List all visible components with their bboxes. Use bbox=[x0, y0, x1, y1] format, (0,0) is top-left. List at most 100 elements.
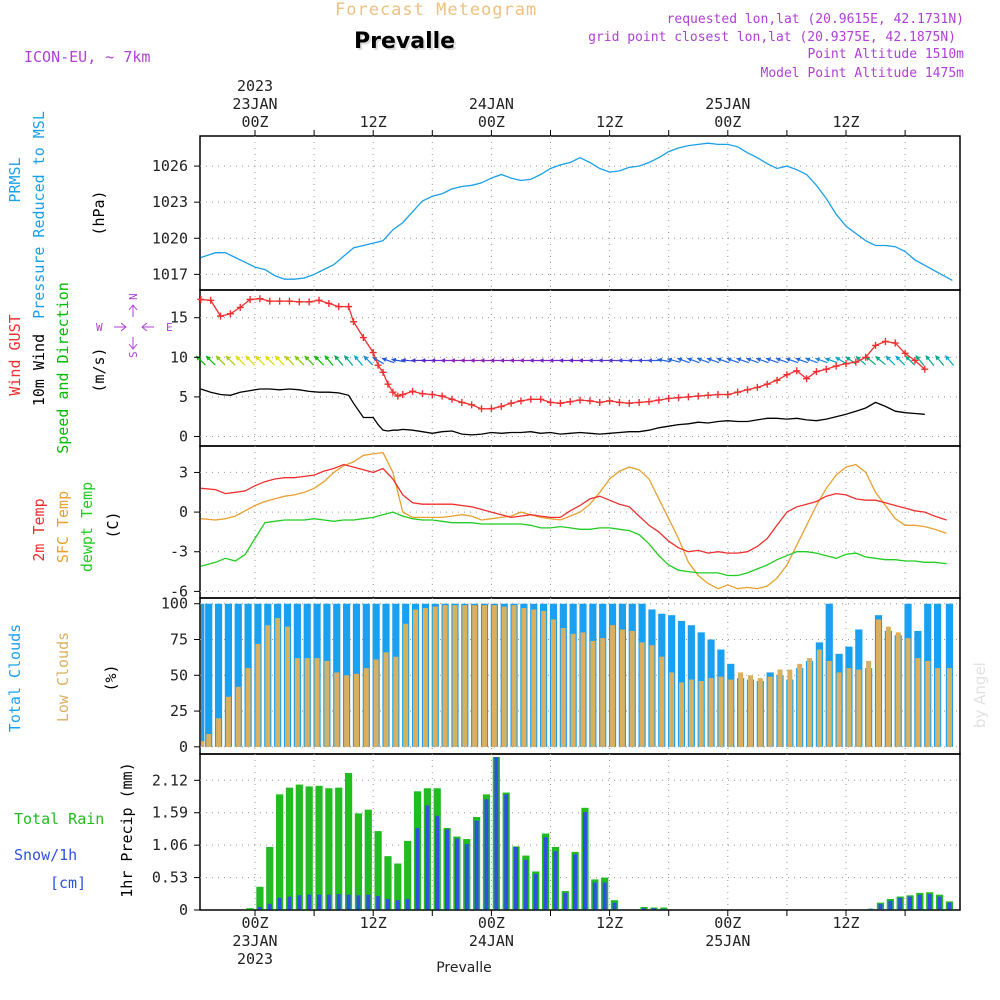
wind-arrow bbox=[677, 357, 690, 364]
total-cloud-bar bbox=[214, 603, 223, 747]
wind-arrow-head bbox=[539, 358, 544, 363]
wind-arrow-head bbox=[304, 355, 310, 361]
gust-marker bbox=[345, 303, 353, 311]
wind-arrow-head bbox=[795, 357, 801, 362]
gust-marker bbox=[793, 367, 801, 375]
wind-arrow-head bbox=[529, 358, 534, 363]
snow-bar bbox=[425, 805, 430, 910]
gust-marker bbox=[394, 392, 402, 400]
snow-bar bbox=[356, 895, 361, 910]
wind-arrow-head bbox=[905, 355, 911, 361]
wind-arrow bbox=[225, 355, 236, 366]
low-cloud-bar bbox=[619, 629, 625, 747]
rain-bar bbox=[364, 809, 372, 910]
low-clouds-label: Low Clouds bbox=[54, 632, 72, 722]
bottom-time-label: 23JAN bbox=[232, 932, 277, 950]
bottom-time-label: 00Z bbox=[714, 914, 741, 932]
wind-arrow-head bbox=[598, 358, 603, 363]
model-altitude: Model Point Altitude 1475m bbox=[761, 66, 965, 81]
data-marks bbox=[196, 143, 960, 911]
y-tick-label: 15 bbox=[170, 309, 188, 327]
y-tick-label: 1017 bbox=[152, 265, 188, 283]
top-time-label: 12Z bbox=[596, 113, 623, 131]
low-cloud-bar bbox=[216, 718, 222, 747]
unit-label: (C) bbox=[104, 511, 122, 538]
low-cloud-bar bbox=[816, 649, 822, 747]
snow-bar bbox=[602, 882, 607, 910]
y-tick-label: 50 bbox=[170, 666, 188, 684]
snow-bar bbox=[405, 898, 410, 910]
y-tick-label: 0.53 bbox=[152, 869, 188, 887]
low-cloud-bar bbox=[876, 619, 882, 747]
wind-arrow-head bbox=[324, 355, 330, 361]
y-tick-label: 1.59 bbox=[152, 804, 188, 822]
low-cloud-bar bbox=[590, 640, 596, 747]
wind-arrow bbox=[835, 356, 848, 365]
snow-bar bbox=[277, 897, 282, 910]
low-cloud-bar bbox=[225, 696, 231, 747]
wind-arrow bbox=[381, 357, 395, 364]
rain-bar bbox=[404, 840, 412, 910]
wind-arrow bbox=[746, 357, 759, 364]
rain-bar bbox=[246, 908, 254, 910]
low-cloud-bar bbox=[373, 659, 379, 747]
wind-arrow-head bbox=[627, 358, 633, 363]
gust-line bbox=[200, 298, 926, 410]
rain-bar bbox=[325, 788, 333, 910]
low-cloud-bar bbox=[807, 658, 813, 747]
rain-bar bbox=[344, 772, 353, 910]
low-cloud-bar bbox=[442, 605, 448, 747]
low-cloud-bar bbox=[659, 656, 665, 747]
low-cloud-bar bbox=[747, 675, 753, 747]
gust-marker bbox=[704, 391, 712, 399]
gust-marker bbox=[379, 368, 387, 376]
wind-arrow bbox=[274, 355, 285, 366]
gust-marker bbox=[891, 339, 899, 347]
wind-arrow-head bbox=[578, 358, 583, 363]
y-tick-label: 0 bbox=[179, 427, 188, 445]
low-cloud-bar bbox=[393, 656, 399, 747]
gust-marker bbox=[635, 398, 643, 406]
wind-arrow-head bbox=[835, 357, 841, 362]
gust-marker bbox=[295, 298, 303, 306]
prmsl-desc-label: Pressure Reduced to MSL bbox=[30, 111, 48, 319]
low-cloud-bar bbox=[482, 605, 488, 747]
snow-bar bbox=[582, 812, 587, 910]
wind-arrow-head bbox=[945, 355, 950, 361]
gust-marker bbox=[862, 353, 870, 361]
wind-arrow bbox=[343, 355, 354, 366]
snow-bar bbox=[661, 908, 666, 910]
wind-arrow-head bbox=[440, 358, 445, 363]
snow-bar bbox=[937, 896, 942, 910]
low-cloud-bar bbox=[679, 682, 685, 747]
wind-arrow-head bbox=[895, 355, 901, 361]
bottom-time-label: 12Z bbox=[832, 914, 859, 932]
gust-marker bbox=[285, 297, 293, 305]
wind-arrow-head bbox=[756, 357, 762, 362]
snow-bar bbox=[257, 906, 262, 910]
wind-arrow bbox=[647, 358, 661, 363]
snow-bar bbox=[642, 908, 647, 910]
sfc-temp-label: SFC Temp bbox=[54, 491, 72, 563]
wind-arrow bbox=[765, 357, 779, 364]
wind-arrow-head bbox=[785, 357, 791, 362]
wind-arrow-head bbox=[519, 358, 524, 363]
gust-marker bbox=[803, 375, 811, 383]
gust-marker bbox=[497, 402, 505, 410]
total-clouds-label: Total Clouds bbox=[6, 624, 24, 732]
y-tick-label: 1026 bbox=[152, 157, 188, 175]
low-cloud-bar bbox=[491, 605, 497, 747]
bottom-time-label: 12Z bbox=[596, 914, 623, 932]
dewpt-line bbox=[200, 511, 947, 577]
wind-arrow-head bbox=[697, 357, 702, 362]
y-tick-label: 1020 bbox=[152, 229, 188, 247]
wind-arrow-head bbox=[411, 358, 416, 363]
gust-marker bbox=[305, 298, 313, 306]
low-cloud-bar bbox=[413, 609, 419, 747]
wind-arrow-head bbox=[401, 357, 406, 363]
gust-marker bbox=[763, 380, 771, 388]
bottom-time-label: 00Z bbox=[478, 914, 505, 932]
low-cloud-bar bbox=[201, 741, 205, 747]
snow-bar bbox=[533, 873, 538, 910]
gust-marker bbox=[197, 296, 205, 304]
